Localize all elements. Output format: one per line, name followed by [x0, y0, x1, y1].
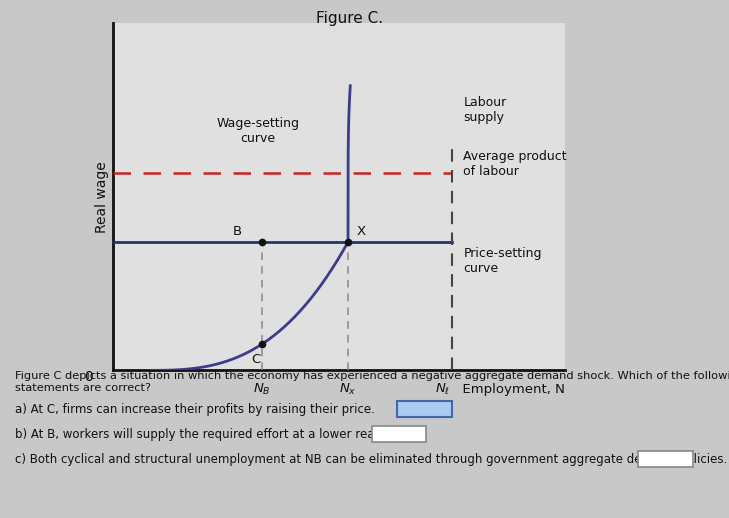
Text: C: C: [251, 353, 260, 366]
Text: Average product
of labour: Average product of labour: [464, 150, 567, 178]
Text: Figure C depicts a situation in which the economy has experienced a negative agg: Figure C depicts a situation in which th…: [15, 371, 729, 381]
Text: Employment, N: Employment, N: [454, 383, 565, 396]
Text: ÷: ÷: [660, 451, 670, 464]
Text: statements are correct?: statements are correct?: [15, 383, 151, 393]
Text: $N_B$: $N_B$: [253, 382, 271, 397]
Text: Price-setting
curve: Price-setting curve: [464, 247, 542, 275]
Text: $N_\ell$: $N_\ell$: [434, 382, 450, 397]
Text: Figure C.: Figure C.: [316, 11, 383, 26]
Text: 0: 0: [84, 370, 93, 384]
Text: B: B: [233, 225, 242, 238]
Text: Labour
supply: Labour supply: [464, 96, 507, 124]
Y-axis label: Real wage: Real wage: [95, 161, 109, 233]
Text: $N_x$: $N_x$: [339, 382, 356, 397]
Text: ÷: ÷: [394, 426, 404, 439]
Text: X: X: [356, 225, 365, 238]
Text: c) Both cyclical and structural unemployment at NB can be eliminated through gov: c) Both cyclical and structural unemploy…: [15, 453, 727, 466]
Text: a) At C, firms can increase their profits by raising their price.: a) At C, firms can increase their profit…: [15, 403, 375, 416]
Text: Wage-setting
curve: Wage-setting curve: [216, 117, 299, 145]
Text: b) At B, workers will supply the required effort at a lower real wage.: b) At B, workers will supply the require…: [15, 428, 416, 441]
Text: ÷: ÷: [419, 401, 429, 414]
